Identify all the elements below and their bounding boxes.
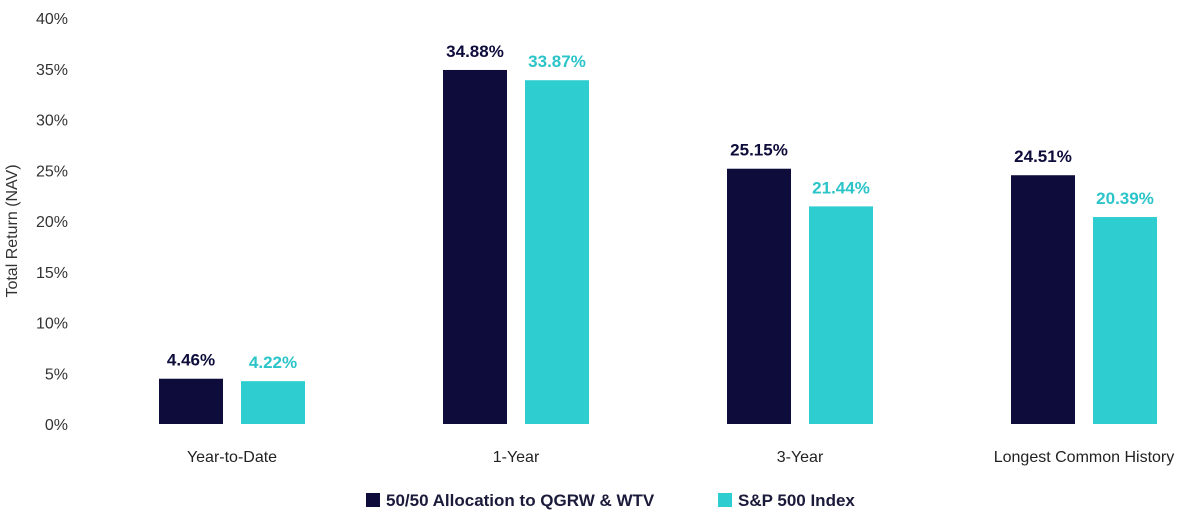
legend-item: 50/50 Allocation to QGRW & WTV	[366, 491, 655, 510]
value-labels: 4.46% 4.22% 34.88% 33.87% 25.15% 21.44% 24.51%…	[167, 42, 1154, 372]
y-tick-label: 20%	[36, 214, 68, 231]
x-category-label: Year-to-Date	[187, 449, 277, 466]
data-label-series-1-0: 4.46%	[167, 351, 215, 370]
bar-series-1-2	[727, 168, 791, 424]
data-label-series-2-3: 20.39%	[1096, 189, 1154, 208]
y-tick-label: 0%	[45, 417, 68, 434]
bar-series-2-3	[1093, 217, 1157, 424]
data-label-series-2-2: 21.44%	[812, 178, 870, 197]
y-tick-label: 25%	[36, 163, 68, 180]
data-label-series-1-1: 34.88%	[446, 42, 504, 61]
legend-swatch	[718, 493, 732, 507]
x-category-label: Longest Common History	[994, 449, 1175, 466]
legend-label: 50/50 Allocation to QGRW & WTV	[386, 491, 655, 510]
x-category-label: 1-Year	[493, 449, 540, 466]
y-tick-label: 35%	[36, 62, 68, 79]
legend-item: S&P 500 Index	[718, 491, 855, 510]
legend: 50/50 Allocation to QGRW & WTV S&P 500 In…	[366, 491, 855, 510]
data-label-series-1-3: 24.51%	[1014, 147, 1072, 166]
y-tick-label: 40%	[36, 11, 68, 28]
y-tick-label: 10%	[36, 316, 68, 333]
y-axis-title: Total Return (NAV)	[4, 164, 21, 297]
legend-label: S&P 500 Index	[738, 491, 855, 510]
y-axis-ticks: 0% 5% 10% 15% 20% 25% 30% 35% 40%	[36, 11, 68, 434]
bar-series-2-1	[525, 80, 589, 425]
bar-series-1-1	[443, 69, 507, 424]
y-tick-label: 30%	[36, 113, 68, 130]
y-tick-label: 5%	[45, 366, 68, 383]
bars	[159, 69, 1157, 425]
bar-series-2-2	[809, 206, 873, 424]
data-label-series-2-0: 4.22%	[249, 353, 297, 372]
data-label-series-2-1: 33.87%	[528, 52, 586, 71]
bar-series-1-0	[159, 378, 223, 424]
x-category-label: 3-Year	[777, 449, 824, 466]
bar-series-2-0	[241, 381, 305, 424]
y-tick-label: 15%	[36, 265, 68, 282]
bar-series-1-3	[1011, 175, 1075, 424]
legend-swatch	[366, 493, 380, 507]
x-axis-categories: Year-to-Date 1-Year 3-Year Longest Common H…	[187, 449, 1174, 466]
data-label-series-1-2: 25.15%	[730, 141, 788, 160]
